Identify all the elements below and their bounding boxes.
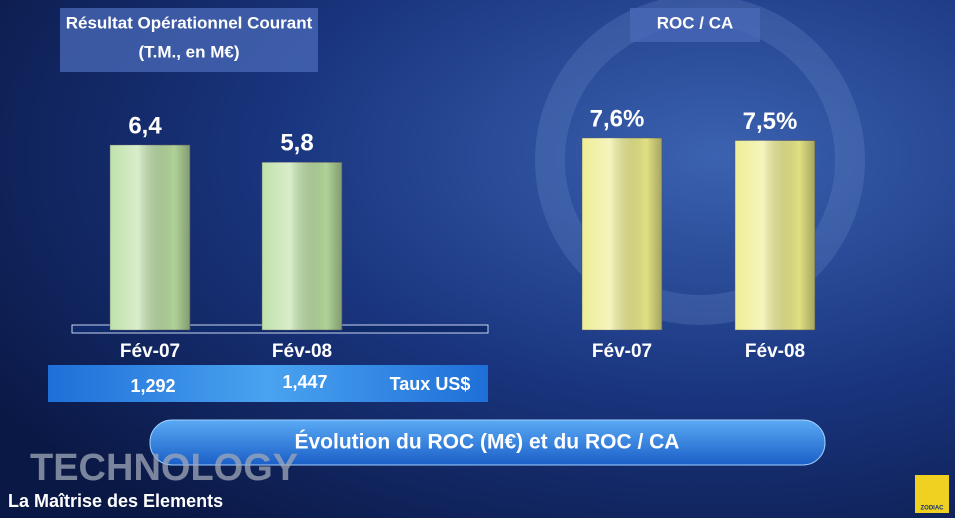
exchange-rate: 1,292 <box>130 376 175 396</box>
logo-box <box>915 475 949 513</box>
x-tick-label: Fév-07 <box>592 341 652 362</box>
chart-title: ROC / CA <box>657 13 734 32</box>
bar-shine <box>110 145 190 330</box>
banner: Évolution du ROC (M€) et du ROC / CA <box>295 431 680 454</box>
brand: TECHNOLOGY <box>30 447 298 489</box>
title-box <box>60 8 318 72</box>
bar-shine <box>582 138 662 330</box>
bar-shine <box>262 162 342 330</box>
chart-subtitle: (T.M., en M€) <box>138 42 239 61</box>
exchange-rate: 1,447 <box>282 372 327 392</box>
value-label: 7,5% <box>743 108 798 135</box>
chart-title: Résultat Opérationnel Courant <box>66 13 313 32</box>
x-tick-label: Fév-08 <box>272 341 332 362</box>
value-label: 6,4 <box>128 112 162 139</box>
banner-box <box>149 419 826 466</box>
bar-shine <box>735 140 815 330</box>
x-tick-label: Fév-08 <box>745 341 805 362</box>
value-label: 7,6% <box>590 105 645 132</box>
exchange-band <box>48 365 488 402</box>
value-label: 5,8 <box>280 130 313 157</box>
exchange-label: Taux US$ <box>390 374 471 394</box>
x-tick-label: Fév-07 <box>120 341 180 362</box>
tagline: La Maîtrise des Elements <box>8 491 223 511</box>
title-box <box>630 8 760 42</box>
logo: ZODIAC <box>921 506 945 512</box>
